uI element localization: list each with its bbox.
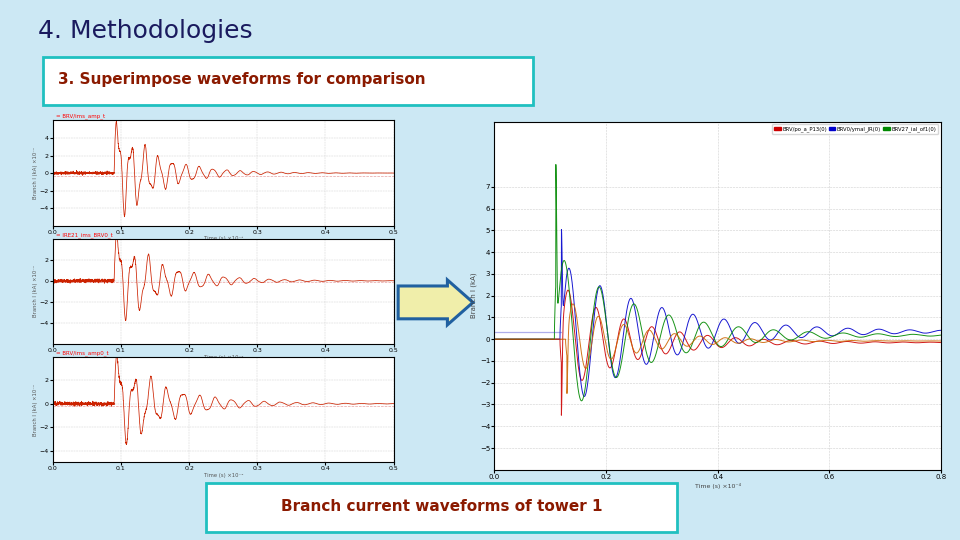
Text: = BRV/ims_amp_t: = BRV/ims_amp_t: [57, 114, 106, 119]
Text: Branch current waveforms of tower 1: Branch current waveforms of tower 1: [281, 499, 602, 514]
FancyBboxPatch shape: [206, 483, 677, 532]
Text: = BRV/ims_amp0_t: = BRV/ims_amp0_t: [57, 350, 108, 356]
X-axis label: Time (s) ×10⁻⁴: Time (s) ×10⁻⁴: [204, 355, 243, 360]
X-axis label: Time (s) ×10⁻⁴: Time (s) ×10⁻⁴: [694, 483, 741, 489]
Text: = IRE21_ims_BRV0_t: = IRE21_ims_BRV0_t: [57, 232, 113, 238]
Y-axis label: Branch I (kA) ×10⁻¹: Branch I (kA) ×10⁻¹: [33, 383, 38, 436]
Text: 3. Superimpose waveforms for comparison: 3. Superimpose waveforms for comparison: [59, 72, 426, 87]
FancyBboxPatch shape: [43, 57, 533, 105]
X-axis label: Time (s) ×10⁻⁴: Time (s) ×10⁻⁴: [204, 473, 243, 478]
Y-axis label: Branch I (kA) ×10⁻¹: Branch I (kA) ×10⁻¹: [33, 265, 38, 318]
X-axis label: Time (s) ×10⁻³: Time (s) ×10⁻³: [204, 237, 243, 241]
Y-axis label: Branch I (kA) ×10⁻¹: Branch I (kA) ×10⁻¹: [33, 147, 38, 199]
Text: 4. Methodologies: 4. Methodologies: [38, 19, 253, 43]
Legend: BRV/po_a_P13(0), BRV0/ymal_JR(0), BRV27_ial_of1(0): BRV/po_a_P13(0), BRV0/ymal_JR(0), BRV27_…: [772, 124, 938, 134]
FancyArrow shape: [398, 280, 473, 325]
Y-axis label: Branch I (kA): Branch I (kA): [470, 273, 477, 319]
